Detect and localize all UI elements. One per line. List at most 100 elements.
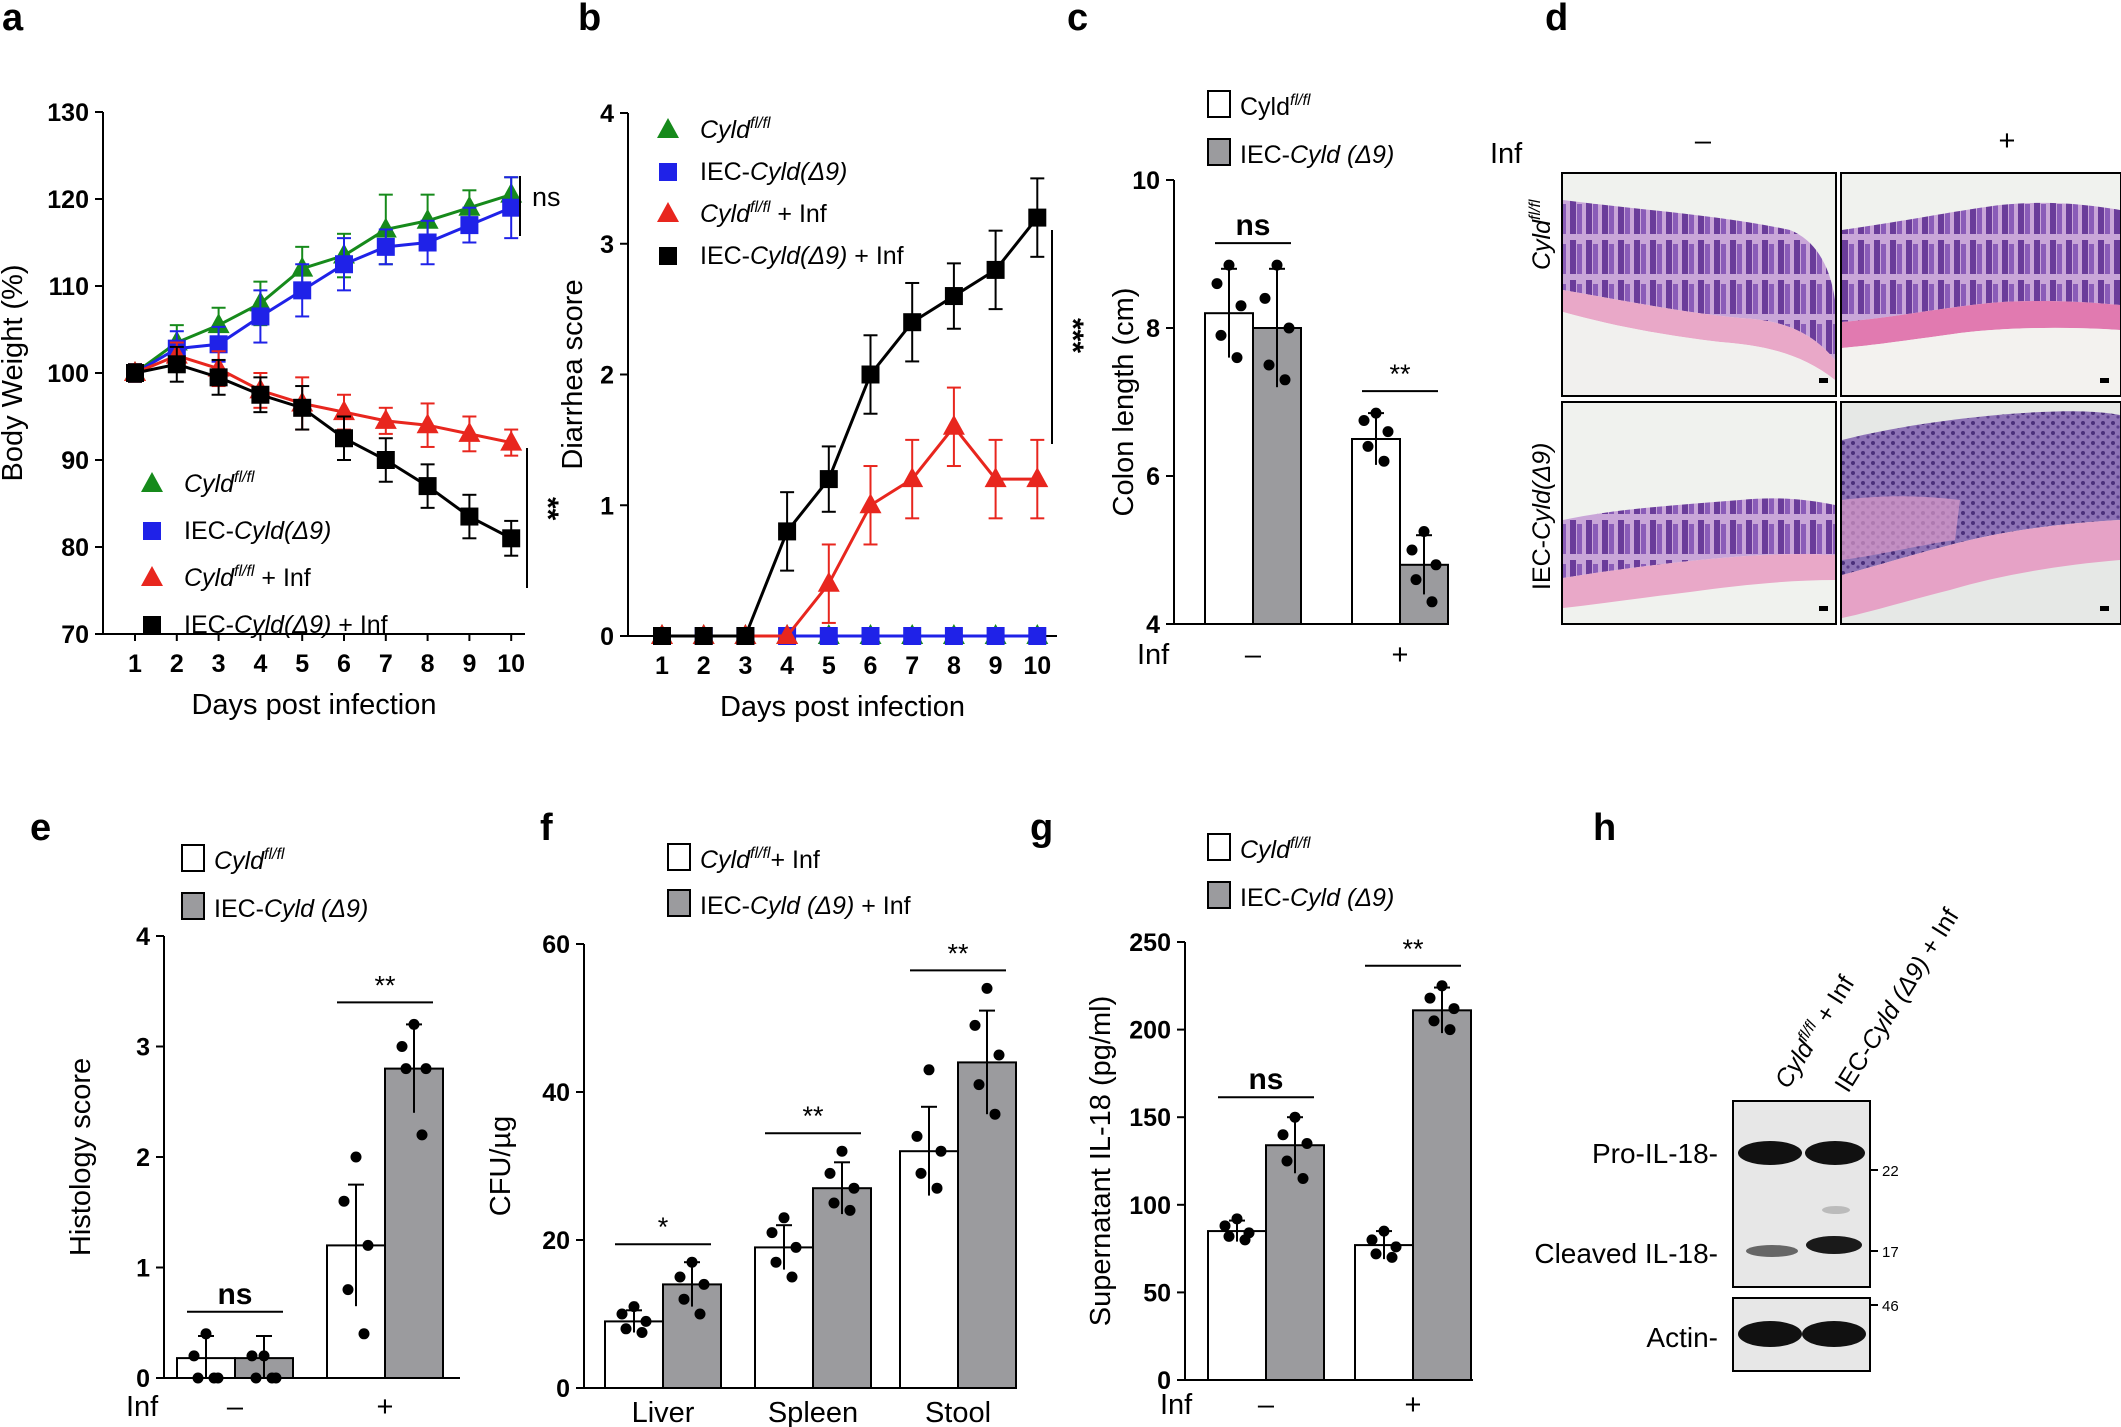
data-point (1378, 455, 1390, 467)
data-point (1259, 292, 1271, 304)
y-tick-label: 60 (542, 931, 570, 959)
histology-image-wt-infected (1840, 172, 2121, 397)
data-point (396, 1041, 408, 1052)
data-point (1263, 359, 1275, 371)
data-point (335, 429, 353, 448)
legend-label: IEC-Cyld (Δ9) + Inf (700, 892, 911, 920)
y-tick-label: 0 (1157, 1367, 1171, 1395)
legend-marker (659, 163, 677, 181)
data-point (1426, 596, 1438, 608)
data-point (1289, 1111, 1301, 1123)
series-line (134, 362, 512, 540)
bar (812, 1187, 872, 1389)
series-3 (126, 345, 521, 557)
data-point (824, 1167, 836, 1179)
data-point (350, 1151, 362, 1163)
data-point (1026, 467, 1049, 488)
data-point (786, 1271, 798, 1283)
data-point (338, 1195, 350, 1207)
data-point (1436, 980, 1448, 992)
data-point (790, 1241, 802, 1253)
data-point (376, 237, 395, 256)
legend-label: Cyldfl/fl (214, 846, 285, 875)
inf-label: Inf (1137, 639, 1170, 671)
data-point (374, 408, 397, 429)
x-axis-title: Days post infection (191, 689, 436, 721)
legend-marker (141, 472, 163, 492)
data-point (616, 1308, 628, 1320)
y-tick-label: 150 (1129, 1104, 1171, 1132)
blot-label-pro-il18: Pro-IL-18- (1592, 1138, 1718, 1169)
y-axis-title: Supernatant IL-18 (pg/ml) (1085, 996, 1117, 1326)
data-point (836, 1145, 848, 1157)
y-tick-label: 1 (600, 492, 614, 520)
chart-histology-score: 0 1 2 3 4 Histology score – ns + ** Inf Cyldfl/fl IE… (65, 844, 460, 1423)
bar (1412, 1009, 1472, 1381)
band-actin-lane2 (1802, 1321, 1866, 1347)
data-point (986, 260, 1005, 279)
y-tick-label: 20 (542, 1227, 570, 1255)
data-point (736, 627, 755, 645)
data-point (358, 1328, 370, 1340)
x-tick-label: 4 (253, 650, 267, 678)
sig-stars: ** (531, 497, 564, 521)
data-point (674, 1271, 686, 1283)
x-axis-title: Days post infection (720, 691, 965, 723)
x-tick-label: 8 (421, 650, 435, 678)
data-point (931, 1182, 943, 1194)
data-point (859, 493, 882, 514)
data-point (935, 1145, 947, 1157)
series-line (134, 206, 512, 375)
data-point (778, 522, 797, 541)
y-tick-label: 90 (61, 447, 89, 475)
x-tick-label: 4 (780, 652, 794, 680)
data-point (458, 421, 481, 442)
chart-cfu: 0 20 40 60 CFU/µg Liver * Spleen ** Stool ** Cyldfl… (485, 843, 1017, 1427)
data-point (192, 1372, 204, 1384)
sig-ns: ns (532, 182, 561, 212)
chart-colon-length: 4 6 8 10 Colon length (cm) – ns + ** Inf Cyldfl/fl… (1108, 90, 1449, 671)
band-actin-lane1 (1738, 1321, 1802, 1347)
x-tick-label: 2 (697, 652, 711, 680)
x-tick-label: 7 (905, 652, 919, 680)
data-point (209, 368, 228, 387)
legend-swatch (1207, 881, 1231, 909)
data-point (981, 982, 993, 994)
histology-image-ko-infected (1840, 401, 2121, 625)
legend-label: IEC-Cyld(Δ9) (700, 158, 847, 186)
histology-image-ko-uninfected (1561, 401, 1837, 625)
data-point (502, 198, 521, 217)
legend-marker (143, 522, 161, 540)
y-tick-label: 4 (1146, 611, 1160, 639)
data-point (188, 1350, 200, 1362)
data-point (420, 1063, 432, 1075)
mw-marker-46: 46 (1882, 1298, 1899, 1315)
data-point (1301, 1137, 1313, 1149)
category-label: Liver (632, 1397, 695, 1427)
data-point (1211, 278, 1223, 290)
band-cleaved-il18-lane1 (1746, 1245, 1798, 1257)
y-axis-title: Colon length (cm) (1108, 288, 1140, 517)
data-point (989, 1108, 1001, 1120)
data-point (640, 1315, 652, 1327)
data-point (1028, 627, 1047, 645)
data-point (167, 355, 186, 374)
sig-label: ** (1389, 359, 1411, 389)
x-tick-label: 2 (170, 650, 184, 678)
data-point (678, 1293, 690, 1305)
series-3 (653, 177, 1047, 645)
y-tick-label: 70 (61, 621, 89, 649)
legend-label: IEC-Cyld (Δ9) (1240, 141, 1394, 169)
legend-swatch (1207, 138, 1231, 166)
sig-label: ** (374, 970, 396, 1000)
panel-label-e: e (30, 807, 51, 849)
legend-marker (143, 616, 161, 634)
legend-marker (141, 566, 163, 586)
data-point (460, 216, 479, 235)
data-point (861, 365, 880, 384)
data-point (1297, 1173, 1309, 1185)
x-tick-label: 1 (655, 652, 669, 680)
data-point (903, 627, 922, 645)
data-point (993, 1049, 1005, 1061)
